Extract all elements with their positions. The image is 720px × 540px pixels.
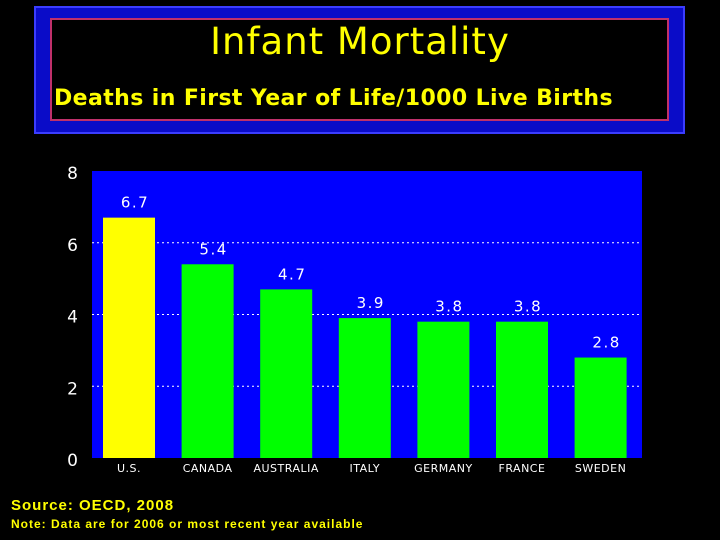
bar <box>574 357 627 458</box>
title-banner-inner <box>50 18 669 121</box>
y-tick-label: 0 <box>67 451 78 471</box>
bar <box>338 318 391 458</box>
x-tick-label: FRANCE <box>499 462 546 475</box>
data-label: 3.9 <box>357 294 385 312</box>
bar <box>181 264 234 458</box>
bar <box>103 217 155 458</box>
y-tick-label: 8 <box>67 164 78 184</box>
source-text: Source: OECD, 2008 <box>11 497 175 514</box>
data-label: 5.4 <box>199 240 227 258</box>
x-tick-label: GERMANY <box>414 462 473 475</box>
x-tick-label: SWEDEN <box>575 462 626 475</box>
bar <box>260 289 313 458</box>
x-tick-label: AUSTRALIA <box>253 462 318 475</box>
data-label: 6.7 <box>121 194 149 212</box>
data-label: 4.7 <box>278 265 306 283</box>
note-text: Note: Data are for 2006 or most recent y… <box>11 517 364 531</box>
data-label: 3.8 <box>435 298 463 316</box>
chart-title: Infant Mortality <box>210 20 510 63</box>
chart-subtitle: Deaths in First Year of Life/1000 Live B… <box>54 86 613 111</box>
x-tick-label: U.S. <box>117 462 141 475</box>
x-tick-label: CANADA <box>183 462 233 475</box>
bar <box>496 321 548 458</box>
data-label: 2.8 <box>592 334 620 352</box>
y-tick-label: 4 <box>67 308 78 328</box>
x-tick-label: ITALY <box>350 462 381 475</box>
y-tick-label: 6 <box>67 236 78 256</box>
title-banner <box>34 6 685 134</box>
data-label: 3.8 <box>514 298 542 316</box>
y-tick-label: 2 <box>67 379 78 399</box>
bar <box>417 321 470 458</box>
